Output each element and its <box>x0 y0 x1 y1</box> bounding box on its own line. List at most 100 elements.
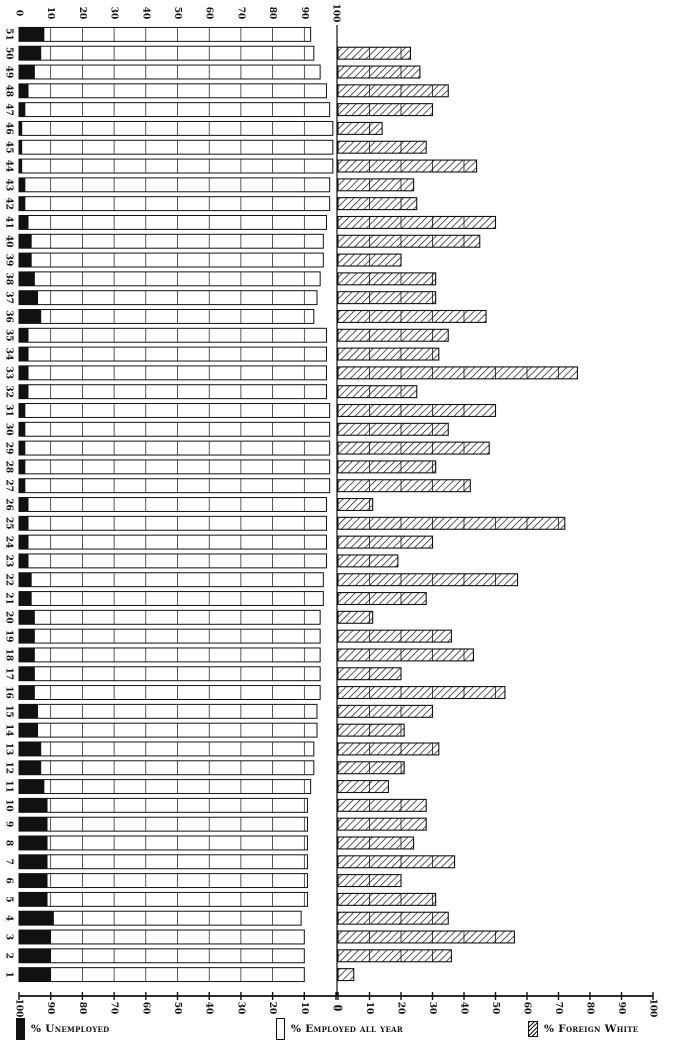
unemployed-bar-24 <box>19 535 29 550</box>
employed-bar-2 <box>18 948 305 964</box>
right-tick-label-20: 20 <box>396 1002 406 1015</box>
top-tick-label-50: 50 <box>172 7 182 20</box>
employed-bar-3 <box>18 929 305 945</box>
foreign-bar-12 <box>337 761 405 775</box>
row-label-26: 26 <box>4 498 14 511</box>
unemployed-bar-46 <box>19 121 23 136</box>
unemployed-bar-39 <box>19 253 32 268</box>
row-label-44: 44 <box>4 160 14 173</box>
employed-swatch <box>276 1018 285 1040</box>
row-label-50: 50 <box>4 47 14 60</box>
unemployed-bar-33 <box>19 365 29 380</box>
employed-bar-21 <box>18 591 324 606</box>
legend-label-foreign: % Foreign White <box>544 1023 639 1035</box>
employed-bar-44 <box>18 158 334 174</box>
employed-bar-4 <box>18 910 302 926</box>
legend-item-unemployed: % Unemployed <box>16 1016 110 1042</box>
row-label-1: 1 <box>4 971 14 977</box>
unemployed-bar-1 <box>19 967 51 982</box>
left-tick-label-0: 0 <box>331 1005 341 1011</box>
employed-bar-23 <box>18 553 327 569</box>
foreign-bar-15 <box>337 704 434 718</box>
employed-bar-25 <box>18 515 327 531</box>
unemployed-bar-40 <box>19 234 32 249</box>
right-tick-label-60: 60 <box>522 1002 532 1015</box>
unemployed-bar-38 <box>19 271 35 286</box>
top-tick-label-30: 30 <box>109 7 119 20</box>
legend-label-unemployed: % Unemployed <box>31 1023 110 1035</box>
unemployed-bar-32 <box>19 384 29 399</box>
unemployed-bar-51 <box>19 27 45 42</box>
unemployed-bar-27 <box>19 478 26 493</box>
foreign-bar-4 <box>337 911 449 925</box>
unemployed-bar-19 <box>19 629 35 644</box>
employed-bar-29 <box>18 440 331 456</box>
right-tick-label-90: 90 <box>616 1002 626 1015</box>
foreign-bar-37 <box>337 291 437 305</box>
employed-bar-5 <box>18 891 308 907</box>
employed-bar-42 <box>18 196 331 212</box>
row-label-47: 47 <box>4 103 14 116</box>
foreign-bar-36 <box>337 309 487 323</box>
unemployed-bar-42 <box>19 196 26 211</box>
unemployed-bar-8 <box>19 836 48 850</box>
row-label-40: 40 <box>4 235 14 248</box>
foreign-bar-22 <box>337 573 519 587</box>
foreign-bar-1 <box>337 968 355 982</box>
employed-bar-27 <box>18 478 331 494</box>
row-label-12: 12 <box>4 761 14 774</box>
top-tick-label-70: 70 <box>235 7 245 20</box>
row-label-13: 13 <box>4 743 14 756</box>
employed-bar-18 <box>18 647 321 663</box>
row-label-49: 49 <box>4 66 14 79</box>
employed-bar-30 <box>18 421 331 437</box>
employed-bar-45 <box>18 139 334 155</box>
unemployed-bar-45 <box>19 140 23 155</box>
row-label-10: 10 <box>4 799 14 812</box>
left-tick-label-100: 100 <box>14 999 24 1018</box>
foreign-bar-24 <box>337 535 434 549</box>
right-tick-label-70: 70 <box>553 1002 563 1015</box>
employed-bar-13 <box>18 741 315 757</box>
unemployed-bar-16 <box>19 685 35 700</box>
foreign-bar-48 <box>337 84 449 98</box>
row-label-15: 15 <box>4 705 14 718</box>
unemployed-bar-4 <box>19 911 54 926</box>
foreign-bar-11 <box>337 780 389 794</box>
employed-bar-34 <box>18 346 327 362</box>
row-label-46: 46 <box>4 122 14 135</box>
row-label-48: 48 <box>4 85 14 98</box>
left-tick-label-80: 80 <box>77 1002 87 1015</box>
foreign-bar-23 <box>337 554 399 568</box>
unemployed-bar-34 <box>19 347 29 362</box>
unemployed-bar-21 <box>19 591 32 606</box>
left-tick-label-50: 50 <box>172 1002 182 1015</box>
unemployed-swatch <box>16 1018 25 1040</box>
unemployed-bar-2 <box>19 948 51 963</box>
legend-item-foreign: % Foreign White <box>528 1016 638 1042</box>
employed-bar-43 <box>18 177 331 193</box>
foreign-bar-21 <box>337 592 427 606</box>
foreign-bar-49 <box>337 65 421 79</box>
foreign-bar-27 <box>337 479 471 493</box>
employed-bar-46 <box>18 120 334 136</box>
top-tick-label-20: 20 <box>77 7 87 20</box>
row-label-43: 43 <box>4 179 14 192</box>
unemployed-bar-13 <box>19 741 42 756</box>
employed-bar-38 <box>18 271 321 287</box>
foreign-swatch <box>528 1021 538 1037</box>
row-label-9: 9 <box>4 821 14 827</box>
unemployed-bar-43 <box>19 177 26 192</box>
right-tick-label-10: 10 <box>364 1002 374 1015</box>
foreign-bar-18 <box>337 648 474 662</box>
foreign-bar-34 <box>337 347 440 361</box>
unemployed-bar-17 <box>19 666 35 681</box>
row-label-20: 20 <box>4 611 14 624</box>
unemployed-bar-18 <box>19 647 35 662</box>
employed-bar-24 <box>18 534 327 550</box>
unemployed-bar-23 <box>19 553 29 568</box>
top-tick-label-40: 40 <box>140 7 150 20</box>
legend-label-employed: % Employed all year <box>291 1023 403 1035</box>
unemployed-bar-22 <box>19 572 32 587</box>
unemployed-bar-30 <box>19 422 26 437</box>
